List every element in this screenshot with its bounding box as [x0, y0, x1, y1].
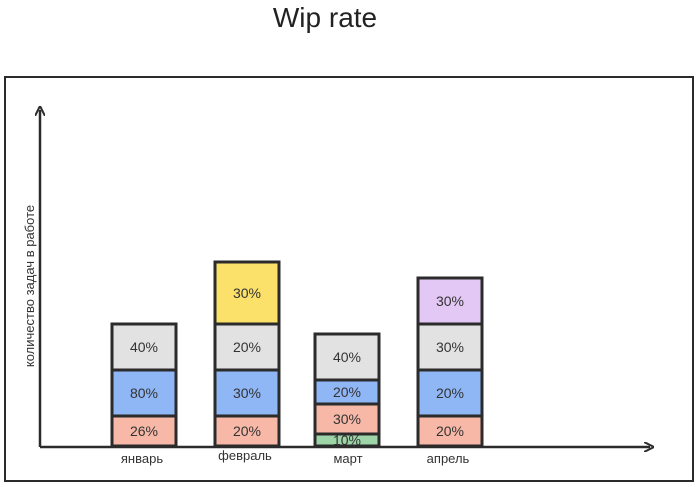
segment-label-февраль-4: 30% [233, 285, 261, 301]
category-label-март: март [333, 451, 362, 466]
segment-label-февраль-2: 30% [233, 385, 261, 401]
segment-label-март-3: 20% [333, 384, 361, 400]
bar-segment-январь-3 [110, 322, 178, 372]
segment-label-февраль-1: 20% [233, 423, 261, 439]
segment-label-апрель-2: 20% [436, 385, 464, 401]
y-axis-label: количество задач в работе [22, 205, 37, 367]
bar-segment-январь-2 [110, 368, 178, 418]
bar-segment-апрель-3 [416, 322, 484, 372]
segment-label-февраль-3: 20% [233, 339, 261, 355]
bar-segment-март-4 [313, 332, 381, 382]
segment-label-март-2: 30% [333, 411, 361, 427]
bar-segment-февраль-4 [213, 260, 281, 326]
segment-label-март-1: 10% [333, 432, 361, 448]
chart-frame [4, 76, 694, 482]
segment-label-апрель-4: 30% [436, 293, 464, 309]
segment-label-январь-1: 26% [130, 423, 158, 439]
bar-segment-апрель-4 [416, 276, 484, 326]
category-label-январь: январь [121, 451, 163, 466]
category-label-февраль: февраль [218, 448, 272, 463]
bars-group: 26% 80% 40% январь 20% 30% 20% 30% февраль 10% 30%… [110, 260, 484, 466]
segment-label-март-4: 40% [333, 349, 361, 365]
segment-label-апрель-1: 20% [436, 423, 464, 439]
category-label-апрель: апрель [427, 451, 470, 466]
bar-segment-февраль-3 [213, 322, 281, 372]
segment-label-январь-2: 80% [130, 385, 158, 401]
chart-title: Wip rate [272, 2, 378, 33]
bar-segment-февраль-2 [213, 368, 281, 418]
segment-label-апрель-3: 30% [436, 339, 464, 355]
segment-label-январь-3: 40% [130, 339, 158, 355]
bar-segment-апрель-2 [416, 368, 484, 418]
